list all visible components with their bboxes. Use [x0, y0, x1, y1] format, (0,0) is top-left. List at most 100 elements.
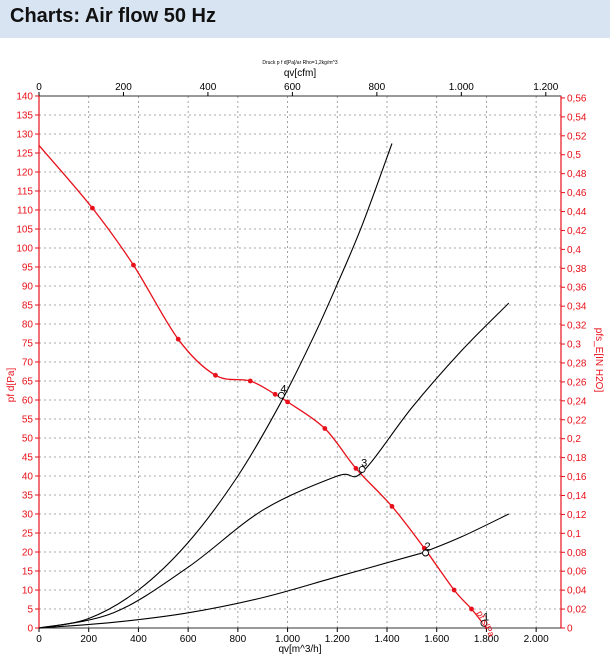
operating-point-marker	[277, 391, 285, 399]
right-tick-label: 0,1	[567, 529, 581, 540]
y-tick-label: 0	[27, 624, 33, 635]
operating-point-marker	[358, 465, 366, 473]
right-tick-label: 0,42	[567, 226, 587, 237]
data-point	[175, 336, 181, 342]
x-tick-label: 600	[180, 634, 197, 645]
series-line-system-curve-3	[38, 302, 510, 629]
top-tick-label: 400	[200, 82, 217, 93]
label-layer: Druck p f d[Pa]/ar Rho=1,2kg/m^3 qv[cfm] q…	[6, 60, 604, 655]
x-tick-label: 0	[36, 634, 42, 645]
y-tick-label: 105	[16, 225, 33, 236]
y-tick-label: 50	[22, 434, 34, 445]
right-tick-label: 0,2	[567, 434, 581, 445]
y-tick-label: 130	[16, 130, 33, 141]
y-tick-label: 20	[22, 548, 34, 559]
top-tick-label: 200	[115, 82, 132, 93]
right-tick-label: 0,14	[567, 491, 587, 502]
y-tick-label: 15	[22, 567, 34, 578]
operating-point-marker	[422, 549, 429, 557]
data-point	[90, 205, 95, 211]
x-tick-label: 1.000	[275, 634, 300, 645]
series-line-system-curve-2	[38, 513, 510, 629]
right-tick-label: 0,38	[567, 264, 587, 275]
y-tick-label: 25	[22, 529, 34, 540]
data-point	[469, 606, 474, 612]
y-tick-label: 10	[22, 586, 34, 597]
right-tick-label: 0,46	[567, 188, 587, 199]
tick-layer: 0 200 400 600 800 1.000 1.200 1.400 1.600 1.800 2.…	[16, 82, 587, 645]
right-tick-label: 0,5	[567, 150, 581, 161]
data-point	[421, 545, 427, 551]
y-tick-label: 85	[22, 301, 34, 312]
right-tick-label: 0,28	[567, 358, 587, 369]
series-line-pf-d-curve	[38, 144, 487, 629]
y-tick-label: 135	[16, 111, 33, 122]
data-point	[131, 262, 136, 268]
right-tick-label: 0,18	[567, 453, 587, 464]
x-tick-label: 1.600	[424, 634, 449, 645]
x-tick-label: 1.400	[374, 634, 399, 645]
y-tick-label: 90	[22, 282, 34, 293]
y-tick-label: 100	[16, 244, 33, 255]
data-point	[389, 504, 395, 509]
y-tick-label: 30	[22, 510, 34, 521]
y-tick-label: 45	[22, 453, 34, 464]
left-axis-title: pf d[Pa]	[6, 368, 17, 403]
right-tick-label: 0,44	[567, 207, 587, 218]
right-tick-label: 0,3	[567, 340, 581, 351]
y-tick-label: 40	[22, 472, 34, 483]
x-tick-label: 200	[80, 634, 97, 645]
right-tick-label: 0,22	[567, 415, 587, 426]
chart-title: Druck p f d[Pa]/ar Rho=1,2kg/m^3	[262, 60, 338, 66]
top-tick-label: 0	[36, 82, 42, 93]
top-tick-label: 1.200	[533, 82, 558, 93]
y-tick-label: 125	[16, 149, 33, 160]
x-tick-label: 1.800	[474, 634, 499, 645]
top-tick-label: 600	[284, 82, 301, 93]
y-tick-label: 75	[22, 339, 34, 350]
operating-point-marker	[480, 619, 488, 627]
right-tick-label: 0,48	[567, 169, 587, 180]
data-point	[322, 426, 328, 431]
right-tick-label: 0,04	[567, 586, 587, 597]
y-tick-label: 110	[17, 206, 33, 217]
data-point	[353, 466, 359, 471]
series-line-system-curve-4	[38, 143, 393, 629]
series-layer	[38, 143, 510, 629]
top-tick-label: 800	[369, 82, 386, 93]
right-tick-label: 0,54	[567, 112, 587, 123]
right-tick-label: 0,32	[567, 321, 587, 332]
y-tick-label: 70	[22, 358, 34, 369]
x-tick-label: 2.000	[524, 634, 549, 645]
y-tick-label: 60	[22, 396, 34, 407]
page-title: Charts: Air flow 50 Hz	[10, 5, 216, 27]
data-point	[451, 587, 457, 593]
right-tick-label: 0,36	[567, 283, 587, 294]
right-tick-label: 0,52	[567, 131, 587, 142]
y-tick-label: 5	[27, 605, 33, 616]
right-tick-label: 0,16	[567, 472, 587, 483]
x-tick-label: 800	[230, 634, 247, 645]
y-tick-label: 80	[22, 320, 34, 331]
header-bar: Charts: Air flow 50 Hz	[0, 0, 610, 38]
right-tick-label: 0	[567, 624, 573, 635]
data-point	[213, 372, 218, 378]
right-tick-label: 0,24	[567, 396, 587, 407]
data-point	[247, 378, 253, 384]
right-tick-label: 0,08	[567, 548, 587, 559]
right-tick-label: 0,06	[567, 567, 587, 578]
y-tick-label: 55	[22, 415, 34, 426]
y-tick-label: 35	[22, 491, 34, 502]
right-tick-label: 0,12	[567, 510, 587, 521]
data-point	[272, 391, 278, 397]
grid	[39, 96, 561, 628]
operating-point-label: 1	[483, 611, 489, 623]
right-tick-label: 0,26	[567, 377, 587, 388]
x-tick-label: 1.200	[325, 634, 350, 645]
y-tick-label: 95	[22, 263, 34, 274]
y-tick-label: 115	[17, 187, 33, 198]
operating-point-label: 4	[280, 383, 286, 395]
operating-point-label: 3	[361, 457, 367, 469]
top-axis-title: qv[cfm]	[284, 68, 316, 79]
